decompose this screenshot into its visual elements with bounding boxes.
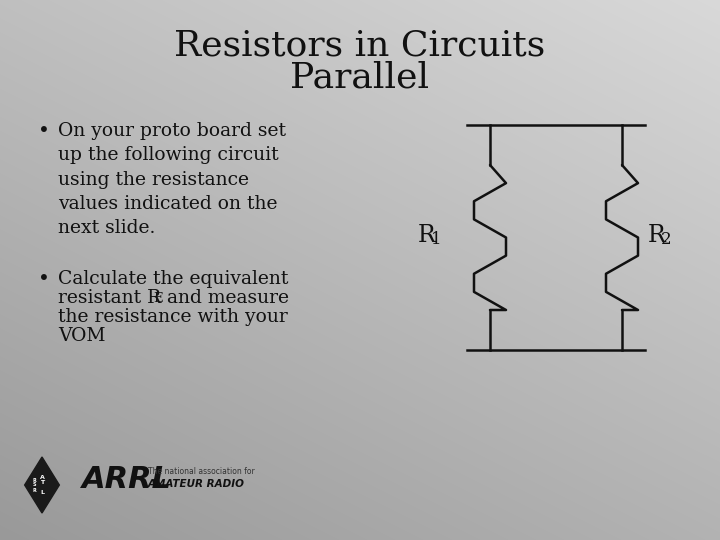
Text: and measure: and measure	[161, 289, 289, 307]
Text: L: L	[40, 490, 44, 495]
Text: R: R	[418, 224, 436, 246]
Text: A
T: A T	[40, 475, 45, 485]
Text: 1: 1	[431, 232, 441, 248]
Text: 2: 2	[661, 232, 672, 248]
Text: R: R	[648, 224, 666, 246]
Text: The national association for: The national association for	[148, 468, 255, 476]
Text: Parallel: Parallel	[290, 61, 430, 95]
Text: R
S
R: R S R	[32, 477, 36, 492]
Text: the resistance with your: the resistance with your	[58, 308, 288, 326]
Text: E: E	[153, 292, 163, 305]
Text: AMATEUR RADIO: AMATEUR RADIO	[148, 479, 245, 489]
Text: VOM: VOM	[58, 327, 106, 345]
Text: •: •	[38, 122, 50, 141]
Polygon shape	[24, 457, 59, 513]
Text: ARRL: ARRL	[82, 465, 172, 495]
Text: •: •	[38, 270, 50, 289]
Text: Resistors in Circuits: Resistors in Circuits	[174, 28, 546, 62]
Text: On your proto board set
up the following circuit
using the resistance
values ind: On your proto board set up the following…	[58, 122, 286, 237]
Text: resistant R: resistant R	[58, 289, 161, 307]
Text: Calculate the equivalent: Calculate the equivalent	[58, 270, 289, 288]
